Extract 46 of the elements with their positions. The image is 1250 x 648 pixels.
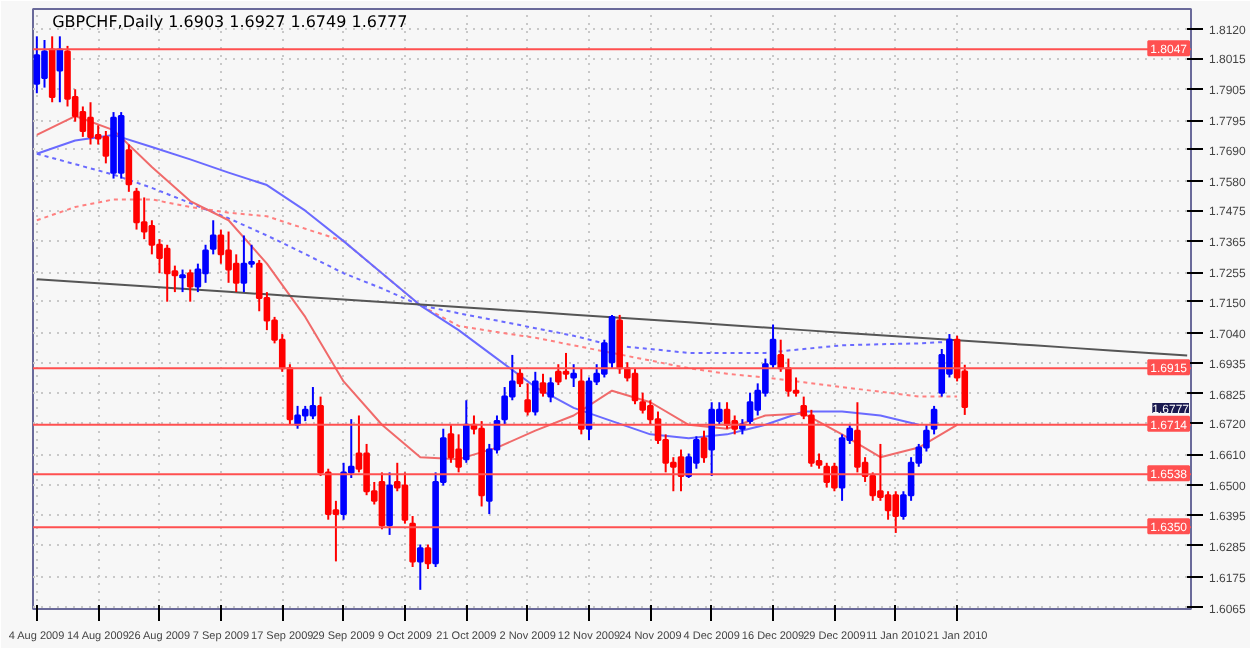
candlestick	[524, 382, 531, 417]
candlestick	[616, 313, 623, 375]
candlestick	[416, 543, 424, 591]
candlestick	[41, 38, 48, 89]
candlestick	[309, 386, 317, 421]
candlestick	[125, 143, 133, 193]
candlestick	[240, 234, 248, 294]
candlestick	[792, 376, 800, 398]
chart-title: GBPCHF,Daily 1.6903 1.6927 1.6749 1.6777	[52, 13, 408, 31]
candlestick	[386, 471, 393, 536]
candlestick	[570, 363, 577, 389]
candlestick	[693, 435, 700, 470]
candlestick	[455, 433, 462, 474]
candlestick	[578, 367, 585, 436]
candlestick	[516, 367, 524, 389]
candlestick	[378, 471, 386, 531]
candlestick	[33, 35, 41, 95]
candlestick	[631, 367, 639, 406]
candlestick	[133, 186, 140, 231]
candlestick	[884, 490, 892, 521]
candlestick	[102, 129, 110, 165]
candlestick	[140, 196, 148, 241]
candlestick	[608, 313, 616, 370]
candlestick	[225, 230, 232, 284]
candlestick	[462, 399, 470, 464]
candlestick	[424, 543, 432, 570]
candlestick	[708, 401, 715, 478]
candlestick	[823, 461, 831, 489]
candlestick	[831, 461, 838, 493]
candlestick	[186, 268, 194, 303]
candlestick	[746, 391, 754, 426]
candlestick	[562, 351, 570, 381]
candlestick	[539, 372, 547, 398]
candlestick	[294, 404, 301, 430]
candlestick	[447, 423, 455, 464]
candlestick	[547, 376, 554, 404]
candlestick	[87, 101, 94, 146]
candlestick	[148, 219, 156, 256]
candlestick	[163, 243, 171, 303]
candlestick	[532, 370, 539, 417]
line-series	[35, 198, 959, 398]
candlestick	[854, 401, 861, 474]
candlestick	[892, 490, 900, 534]
candlestick	[179, 268, 186, 294]
candlestick	[217, 228, 225, 265]
candlestick	[700, 429, 708, 464]
